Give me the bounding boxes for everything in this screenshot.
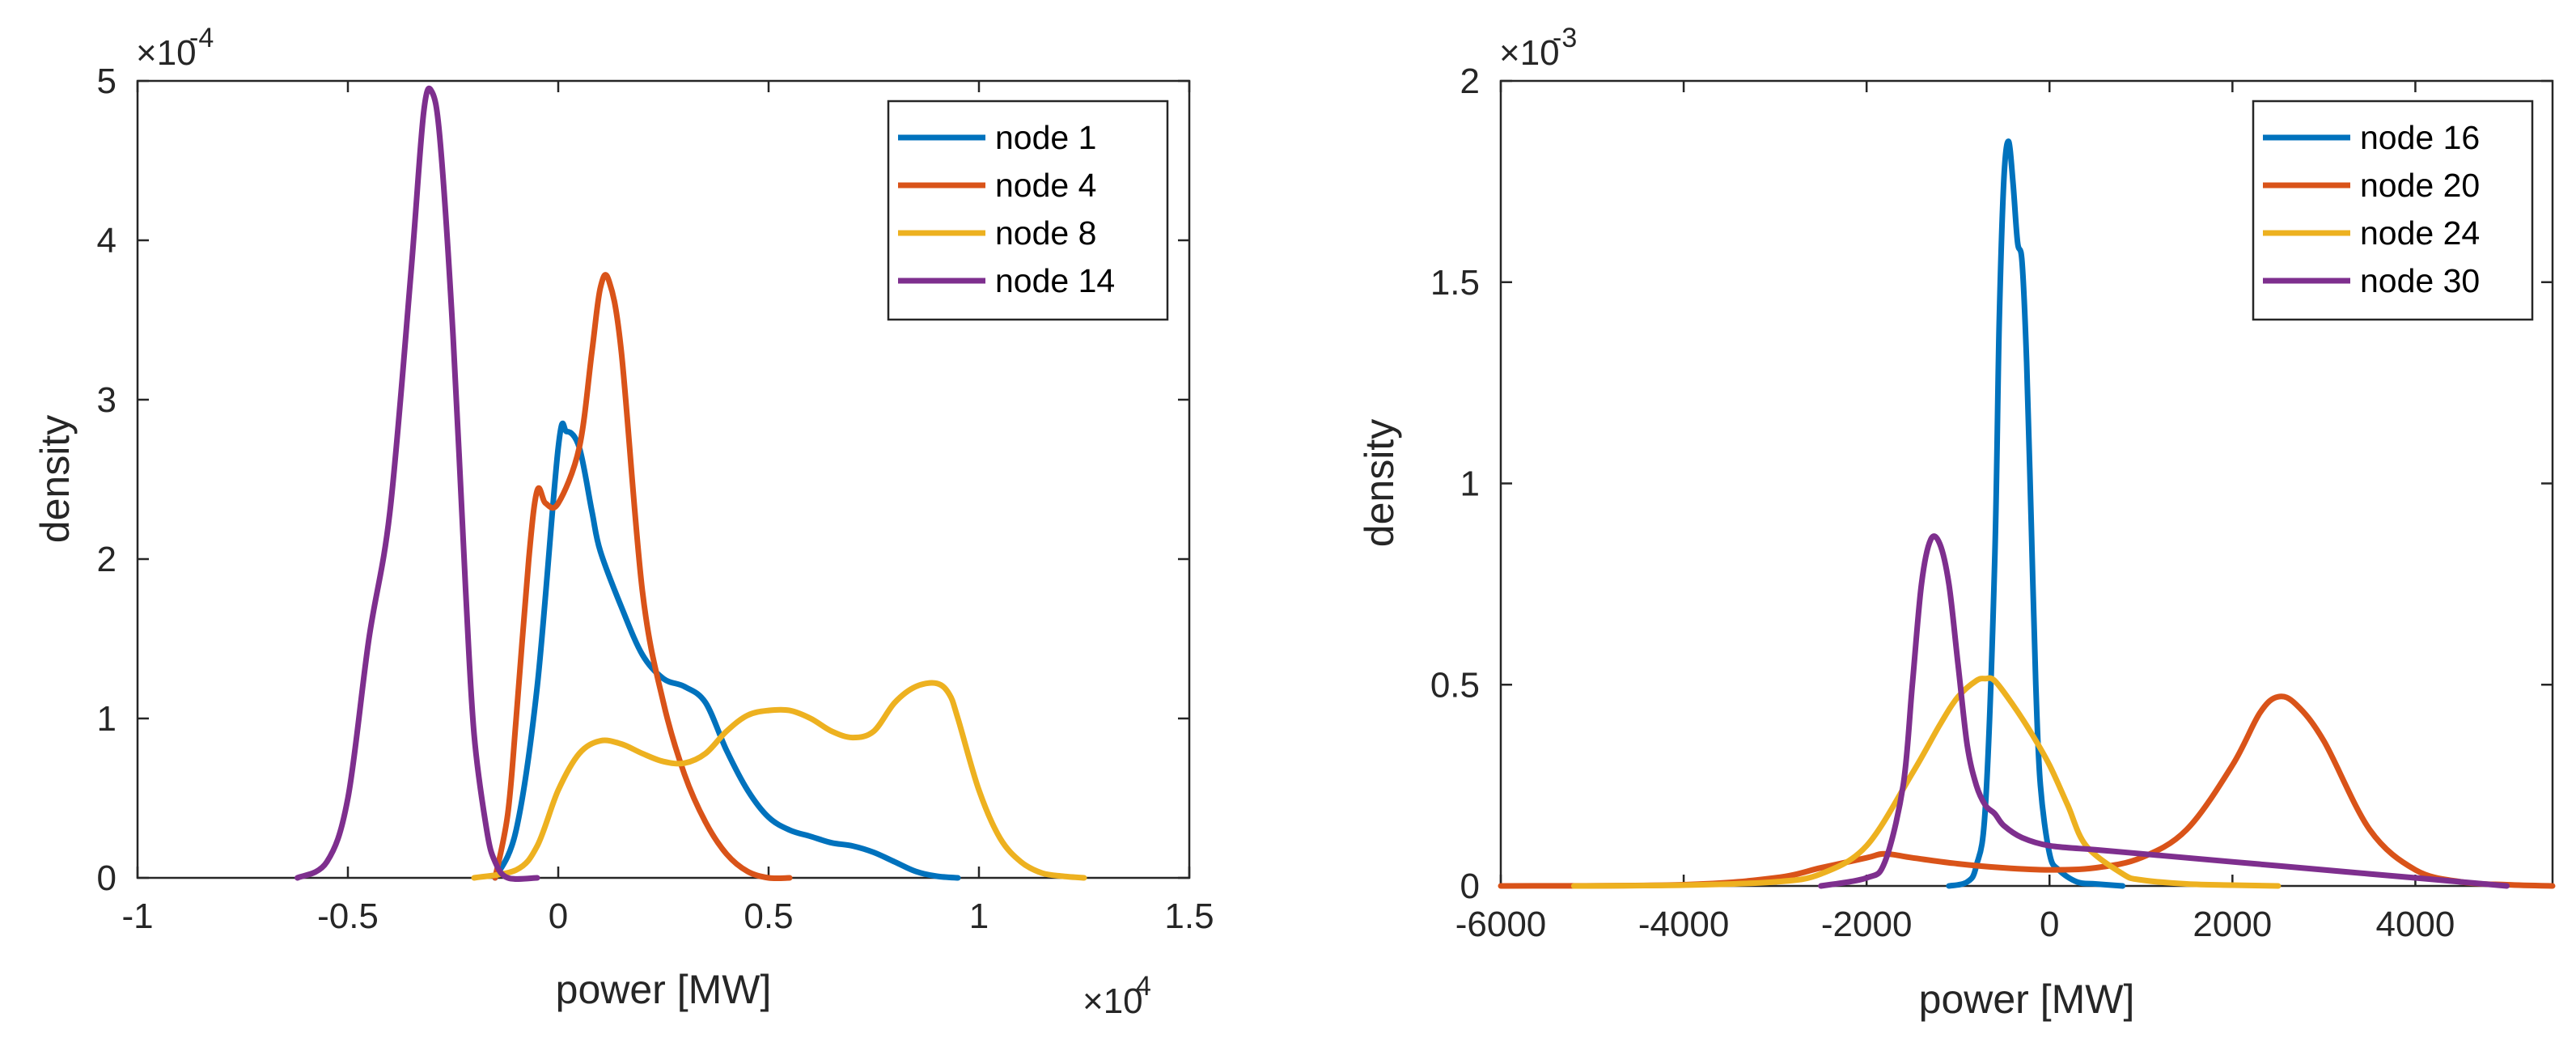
legend-label-node-20: node 20 <box>2360 167 2480 204</box>
x-tick-label: 0.5 <box>744 896 793 936</box>
legend: node 1 node 4 node 8 node 14 <box>887 100 1169 321</box>
x-multiplier: ×10 4 <box>1083 971 1151 1021</box>
y-tick-label: 0 <box>97 858 117 898</box>
x-tick-label: 2000 <box>2193 905 2272 944</box>
series-line-node-1 <box>492 420 961 881</box>
y-multiplier: ×10 -4 <box>136 23 214 73</box>
x-axis-label: power [MW] <box>1919 977 2135 1022</box>
x-tick-label: 1.5 <box>1164 896 1214 936</box>
plot-frame <box>136 79 1191 879</box>
legend-label-node-14: node 14 <box>995 262 1115 299</box>
y-axis-label: density <box>32 415 78 543</box>
legend-label-node-4: node 4 <box>995 167 1096 204</box>
x-tick-label: 0 <box>2040 905 2059 944</box>
y-tick-label: 0 <box>1460 867 1480 906</box>
x-tick-label: 1 <box>969 896 989 936</box>
y-tick-label: 0.5 <box>1430 665 1480 705</box>
legend-label-node-16: node 16 <box>2360 119 2480 156</box>
chart-right: -6000 -4000 -2000 0 2000 4000 0 0.5 1 1.5 2 power… <box>1357 23 2556 1022</box>
series-line-node-16 <box>1946 138 2126 889</box>
x-tick-label: 0 <box>549 896 568 936</box>
x-multiplier-exponent: 4 <box>1136 971 1151 1002</box>
legend-label-node-8: node 8 <box>995 214 1096 252</box>
y-tick-label: 3 <box>97 380 117 420</box>
series-line-node-8 <box>471 680 1087 881</box>
curves <box>1498 138 2556 889</box>
legend-label-node-1: node 1 <box>995 119 1096 156</box>
x-tick-label: -4000 <box>1638 905 1730 944</box>
x-tick-labels: -1 -0.5 0 0.5 1 1.5 <box>121 896 1214 936</box>
y-tick-label: 2 <box>97 540 117 579</box>
y-tick-labels: 0 0.5 1 1.5 2 <box>1430 61 1480 906</box>
series-line-node-24 <box>1570 675 2282 889</box>
y-tick-label: 5 <box>97 61 117 101</box>
y-tick-label: 4 <box>97 221 117 261</box>
x-multiplier-base: ×10 <box>1083 981 1143 1021</box>
x-tick-label: -1 <box>121 896 153 936</box>
y-multiplier: ×10 -3 <box>1499 23 1577 73</box>
legend: node 16 node 20 node 24 node 30 <box>2252 100 2534 321</box>
legend-label-node-30: node 30 <box>2360 262 2480 299</box>
x-axis-label: power [MW] <box>556 967 772 1012</box>
legend-label-node-24: node 24 <box>2360 214 2480 252</box>
x-tick-labels: -6000 -4000 -2000 0 2000 4000 <box>1455 905 2455 944</box>
series-line-node-14 <box>294 85 540 882</box>
y-multiplier-base: ×10 <box>1499 33 1560 73</box>
y-tick-label: 2 <box>1460 61 1480 101</box>
y-axis-label: density <box>1357 419 1402 547</box>
y-multiplier-base: ×10 <box>136 33 197 73</box>
y-multiplier-exponent: -3 <box>1553 23 1577 53</box>
x-tick-label: -2000 <box>1821 905 1913 944</box>
series-line-node-20 <box>1498 693 2556 889</box>
x-tick-label: -0.5 <box>317 896 379 936</box>
series-line-node-4 <box>492 272 793 882</box>
series-line-node-30 <box>1818 533 2510 889</box>
x-tick-label: 4000 <box>2375 905 2455 944</box>
y-tick-label: 1 <box>1460 464 1480 504</box>
y-tick-labels: 0 1 2 3 4 5 <box>97 61 117 898</box>
y-multiplier-exponent: -4 <box>189 23 214 53</box>
y-tick-label: 1 <box>97 699 117 739</box>
curves <box>294 85 1087 882</box>
chart-left: -1 -0.5 0 0.5 1 1.5 0 1 2 3 4 5 power [MW] density… <box>32 23 1214 1021</box>
tick-marks <box>136 79 1191 879</box>
y-tick-label: 1.5 <box>1430 263 1480 303</box>
x-tick-label: -6000 <box>1455 905 1547 944</box>
